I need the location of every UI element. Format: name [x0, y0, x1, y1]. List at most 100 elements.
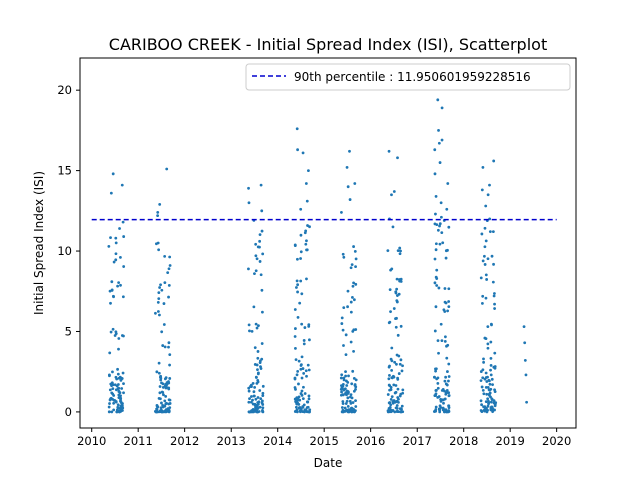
- scatter-point: [155, 370, 159, 374]
- scatter-point: [256, 368, 259, 372]
- scatter-point: [493, 307, 496, 310]
- scatter-point: [158, 313, 161, 317]
- scatter-point: [442, 401, 445, 405]
- scatter-point: [436, 339, 440, 343]
- scatter-point: [388, 388, 391, 392]
- scatter-point: [296, 283, 300, 287]
- scatter-point: [493, 292, 496, 295]
- scatter-point: [437, 351, 440, 355]
- scatter-point: [388, 374, 391, 377]
- scatter-point: [488, 217, 492, 221]
- scatter-point: [299, 257, 302, 260]
- scatter-point: [479, 276, 483, 280]
- scatter-point: [258, 260, 262, 263]
- scatter-point: [445, 383, 449, 387]
- scatter-point: [254, 322, 258, 326]
- legend-box: [245, 63, 571, 91]
- scatter-points: [107, 98, 528, 414]
- scatter-point: [479, 409, 483, 412]
- scatter-point: [308, 408, 312, 412]
- scatter-point: [484, 385, 488, 389]
- scatter-point: [164, 394, 168, 398]
- scatter-point: [258, 405, 262, 409]
- scatter-point: [342, 410, 345, 414]
- scatter-point: [307, 410, 311, 414]
- scatter-point: [294, 358, 298, 362]
- scatter-point: [389, 385, 393, 389]
- scatter-point: [354, 282, 358, 286]
- scatter-point: [389, 357, 393, 361]
- scatter-point: [260, 401, 264, 405]
- scatter-point: [107, 405, 111, 409]
- scatter-point: [349, 340, 353, 344]
- scatter-point: [340, 316, 344, 320]
- scatter-point: [438, 222, 442, 226]
- scatter-point: [303, 409, 307, 413]
- scatter-point: [481, 376, 485, 380]
- scatter-point: [260, 229, 264, 233]
- scatter-point: [109, 301, 112, 305]
- scatter-point: [492, 262, 495, 266]
- scatter-point: [485, 278, 489, 281]
- scatter-point: [484, 376, 488, 379]
- scatter-point: [397, 278, 401, 281]
- scatter-point: [388, 288, 392, 291]
- scatter-point: [491, 410, 495, 414]
- scatter-point: [394, 317, 397, 321]
- scatter-point: [159, 406, 163, 410]
- scatter-point: [302, 372, 306, 375]
- x-tick-label: 2018: [449, 434, 478, 448]
- scatter-point: [432, 410, 436, 413]
- scatter-point: [165, 167, 169, 171]
- scatter-point: [299, 233, 303, 237]
- scatter-point: [155, 410, 158, 414]
- scatter-point: [345, 165, 349, 169]
- scatter-point: [251, 402, 255, 406]
- scatter-point: [444, 256, 448, 260]
- scatter-point: [296, 148, 299, 152]
- scatter-point: [253, 363, 257, 366]
- scatter-point: [480, 385, 484, 389]
- scatter-point: [110, 288, 114, 292]
- scatter-point: [386, 249, 390, 253]
- scatter-point: [163, 377, 167, 381]
- scatter-point: [119, 396, 123, 400]
- scatter-point: [113, 383, 117, 387]
- scatter-point: [252, 394, 256, 398]
- scatter-point: [293, 335, 297, 338]
- scatter-point: [117, 376, 121, 380]
- scatter-point: [349, 266, 353, 270]
- scatter-point: [247, 386, 251, 390]
- scatter-point: [397, 397, 400, 401]
- scatter-point: [352, 328, 356, 332]
- scatter-point: [493, 388, 496, 392]
- scatter-point: [489, 373, 493, 377]
- scatter-point: [479, 370, 483, 373]
- scatter-point: [447, 394, 451, 398]
- scatter-point: [165, 408, 169, 412]
- scatter-point: [394, 325, 398, 329]
- scatter-point: [480, 188, 484, 192]
- scatter-point: [108, 402, 111, 405]
- scatter-point: [396, 378, 400, 381]
- scatter-point: [299, 250, 303, 254]
- scatter-point: [293, 243, 297, 247]
- scatter-point: [351, 284, 355, 288]
- scatter-point: [437, 141, 441, 145]
- scatter-point: [395, 299, 399, 302]
- scatter-point: [436, 376, 440, 380]
- scatter-point: [396, 387, 400, 391]
- scatter-point: [447, 225, 451, 229]
- scatter-point: [109, 236, 112, 240]
- scatter-point: [490, 377, 494, 381]
- scatter-point: [297, 382, 300, 386]
- scatter-point: [388, 320, 392, 324]
- scatter-point: [388, 364, 391, 368]
- scatter-point: [122, 391, 125, 395]
- scatter-point: [437, 286, 441, 290]
- scatter-point: [301, 405, 305, 409]
- scatter-point: [299, 392, 303, 395]
- scatter-point: [396, 249, 400, 253]
- scatter-point: [156, 310, 160, 313]
- scatter-point: [392, 383, 396, 387]
